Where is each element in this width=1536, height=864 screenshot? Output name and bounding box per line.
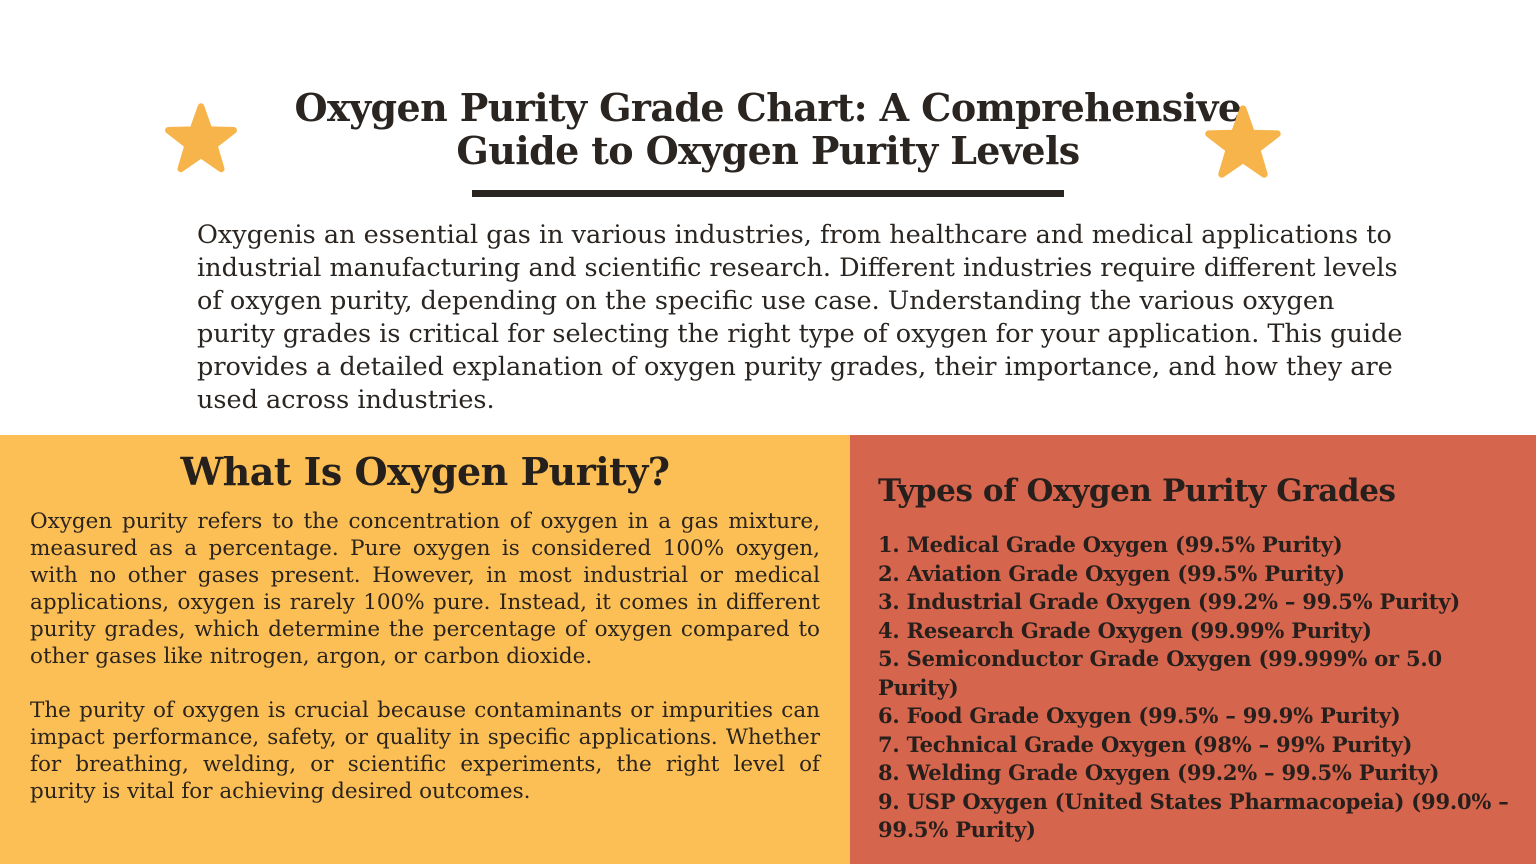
grade-list-item: 7. Technical Grade Oxygen (98% – 99% Pur… xyxy=(878,731,1413,757)
what-is-oxygen-purity-panel: What Is Oxygen Purity? Oxygen purity ref… xyxy=(0,435,850,864)
grade-list-item: 1. Medical Grade Oxygen (99.5% Purity) xyxy=(878,532,1343,557)
grade-list-item: 8. Welding Grade Oxygen (99.2% – 99.5% P… xyxy=(878,760,1440,785)
grade-list-item: 6. Food Grade Oxygen (99.5% – 99.9% Puri… xyxy=(878,703,1401,728)
left-panel-paragraph: Oxygen purity refers to the concentratio… xyxy=(30,509,820,669)
content-panels: What Is Oxygen Purity? Oxygen purity ref… xyxy=(0,435,1536,864)
page-title-line2: Guide to Oxygen Purity Levels xyxy=(456,128,1080,174)
page-title: Oxygen Purity Grade Chart: A Comprehensi… xyxy=(268,0,1268,173)
right-panel-heading: Types of Oxygen Purity Grades xyxy=(878,473,1396,509)
title-underline xyxy=(472,189,1064,197)
grade-list-item: 3. Industrial Grade Oxygen (99.2% – 99.5… xyxy=(878,589,1461,614)
oxygen-grade-types-panel: Types of Oxygen Purity Grades 1. Medical… xyxy=(850,435,1536,864)
left-panel-paragraph: The purity of oxygen is crucial because … xyxy=(30,698,820,804)
left-panel-heading: What Is Oxygen Purity? xyxy=(180,449,670,494)
header-section: Oxygen Purity Grade Chart: A Comprehensi… xyxy=(160,0,1403,415)
star-icon xyxy=(160,100,242,182)
grade-list-item: 4. Research Grade Oxygen (99.99% Purity) xyxy=(878,617,1372,643)
grade-list-item: 2. Aviation Grade Oxygen (99.5% Purity) xyxy=(878,560,1345,586)
grade-list-item: 9. USP Oxygen (United States Pharmacopei… xyxy=(878,788,1509,843)
page-title-line1: Oxygen Purity Grade Chart: A Comprehensi… xyxy=(294,85,1243,130)
intro-paragraph: Oxygenis an essential gas in various ind… xyxy=(197,219,1403,415)
star-icon xyxy=(1200,102,1286,188)
grade-list-item: 5. Semiconductor Grade Oxygen (99.999% o… xyxy=(878,646,1442,700)
